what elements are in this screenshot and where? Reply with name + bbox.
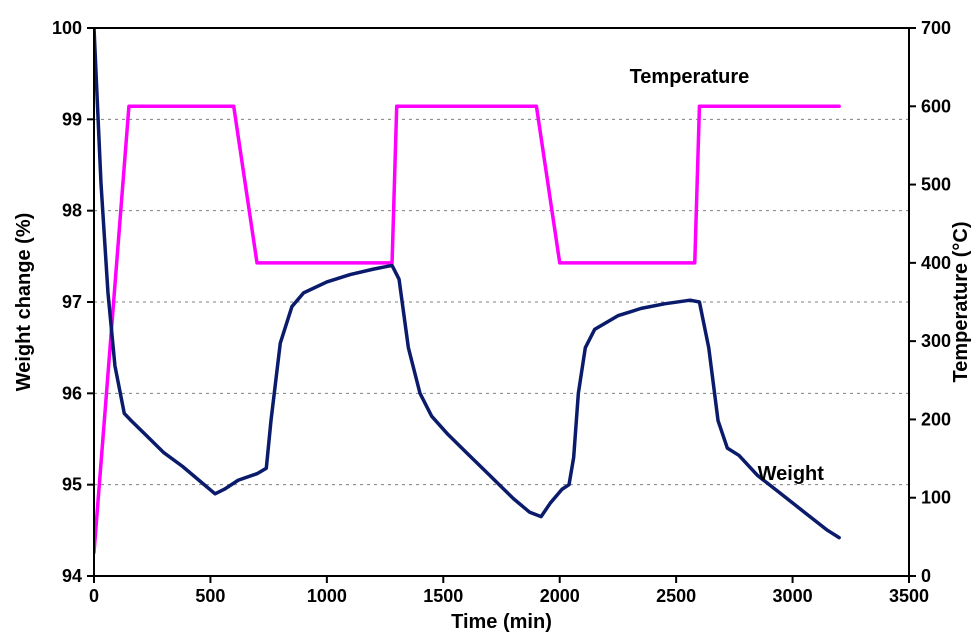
svg-text:94: 94 xyxy=(62,566,82,586)
svg-text:600: 600 xyxy=(921,96,951,116)
svg-text:500: 500 xyxy=(195,586,225,606)
svg-text:Weight: Weight xyxy=(758,463,825,485)
svg-text:500: 500 xyxy=(921,175,951,195)
svg-text:0: 0 xyxy=(89,586,99,606)
svg-text:3500: 3500 xyxy=(889,586,929,606)
svg-text:Temperature: Temperature xyxy=(630,66,750,88)
svg-text:700: 700 xyxy=(921,18,951,38)
chart-svg: 0500100015002000250030003500949596979899… xyxy=(0,0,977,638)
svg-text:99: 99 xyxy=(62,109,82,129)
svg-text:Temperature (°C): Temperature (°C) xyxy=(950,222,972,383)
svg-text:0: 0 xyxy=(921,566,931,586)
svg-text:200: 200 xyxy=(921,409,951,429)
svg-text:97: 97 xyxy=(62,292,82,312)
chart-container: 0500100015002000250030003500949596979899… xyxy=(0,0,977,638)
svg-text:Weight change (%): Weight change (%) xyxy=(13,213,35,392)
svg-text:Time (min): Time (min) xyxy=(451,611,552,633)
svg-text:400: 400 xyxy=(921,253,951,273)
svg-text:1000: 1000 xyxy=(307,586,347,606)
svg-text:300: 300 xyxy=(921,331,951,351)
svg-text:95: 95 xyxy=(62,475,82,495)
svg-text:100: 100 xyxy=(921,488,951,508)
svg-text:1500: 1500 xyxy=(423,586,463,606)
svg-text:2000: 2000 xyxy=(540,586,580,606)
svg-text:98: 98 xyxy=(62,201,82,221)
svg-text:3000: 3000 xyxy=(773,586,813,606)
svg-text:96: 96 xyxy=(62,383,82,403)
svg-text:100: 100 xyxy=(52,18,82,38)
svg-text:2500: 2500 xyxy=(656,586,696,606)
